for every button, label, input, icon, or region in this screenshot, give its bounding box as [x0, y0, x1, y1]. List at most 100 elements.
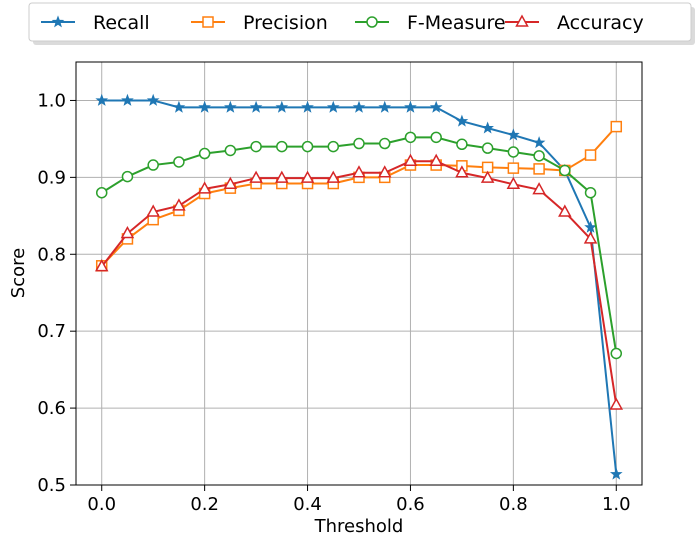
series-line-accuracy — [100, 160, 618, 406]
data-point-f-measure — [147, 159, 159, 171]
data-point-recall — [275, 100, 289, 113]
data-point-f-measure — [533, 150, 545, 162]
data-point-f-measure — [404, 131, 417, 144]
data-point-f-measure — [559, 164, 571, 177]
legend-label: F-Measure — [407, 12, 506, 34]
y-axis-label: Score — [8, 248, 29, 298]
y-axis-ticks: 0.5 0.6 0.7 0.8 0.9 1.0 — [37, 90, 76, 496]
y-tick-label: 1.0 — [37, 90, 66, 111]
y-tick-label: 0.9 — [37, 167, 66, 188]
y-tick-label: 0.8 — [37, 244, 66, 265]
data-point-f-measure — [481, 142, 494, 154]
plot-frame — [75, 61, 643, 486]
data-point-accuracy — [558, 204, 572, 217]
data-point-f-measure — [507, 146, 520, 158]
data-point-f-measure — [95, 186, 108, 199]
data-point-precision — [507, 162, 520, 174]
data-point-accuracy — [506, 176, 521, 190]
data-point-f-measure — [173, 156, 185, 168]
data-point-recall — [481, 121, 494, 134]
legend-label: Precision — [243, 12, 328, 34]
data-point-accuracy — [275, 170, 289, 183]
x-tick-label: 0.0 — [87, 494, 116, 515]
data-point-accuracy — [455, 165, 469, 178]
data-point-accuracy — [480, 170, 495, 183]
data-point-recall — [326, 100, 340, 113]
data-point-recall — [198, 100, 211, 113]
x-axis-ticks: 0.0 0.2 0.4 0.6 0.8 1.0 — [87, 485, 631, 515]
data-point-f-measure — [224, 144, 237, 157]
data-point-f-measure — [610, 347, 623, 360]
data-point-recall — [507, 128, 520, 141]
data-point-accuracy — [120, 225, 135, 239]
x-axis-label: Threshold — [314, 516, 404, 537]
legend-marker-star — [51, 15, 65, 28]
x-tick-label: 0.6 — [396, 494, 425, 515]
legend: Recall Precision F-Measure Accuracy — [28, 2, 695, 45]
data-point-precision — [533, 163, 545, 175]
data-point-recall — [378, 100, 392, 113]
data-point-f-measure — [378, 137, 391, 150]
legend-item-accuracy: Accuracy — [505, 12, 644, 34]
data-point-recall — [249, 100, 263, 113]
x-tick-label: 1.0 — [602, 494, 631, 515]
data-point-f-measure — [121, 170, 134, 183]
data-point-recall — [455, 114, 469, 127]
data-point-f-measure — [353, 137, 365, 150]
grid — [76, 62, 642, 486]
y-tick-label: 0.7 — [37, 321, 66, 342]
plot-area: 0.0 0.2 0.4 0.6 0.8 1.0 0.5 0.6 0.7 0.8 0.9 1.0 Th… — [8, 61, 643, 537]
data-point-recall — [429, 100, 443, 113]
data-point-accuracy — [352, 165, 366, 178]
data-point-accuracy — [377, 165, 392, 178]
data-point-accuracy — [326, 170, 341, 183]
data-point-recall — [121, 93, 134, 106]
y-tick-label: 0.6 — [37, 398, 66, 419]
data-point-accuracy — [583, 231, 598, 244]
data-point-f-measure — [584, 186, 597, 199]
data-point-f-measure — [430, 131, 442, 144]
x-tick-label: 0.8 — [499, 494, 528, 515]
data-point-recall — [146, 93, 160, 106]
series-recall — [95, 93, 623, 480]
legend-label: Recall — [93, 12, 150, 34]
data-point-recall — [172, 100, 186, 113]
legend-marker-circle — [366, 16, 378, 28]
series-f-measure — [95, 131, 623, 360]
data-point-accuracy — [94, 259, 109, 272]
data-point-accuracy — [429, 153, 443, 166]
series-accuracy — [94, 153, 624, 410]
data-point-accuracy — [249, 170, 263, 183]
data-point-recall — [609, 467, 623, 480]
data-point-recall — [532, 136, 546, 149]
data-point-recall — [224, 100, 237, 113]
legend-marker-triangle — [515, 14, 529, 27]
data-point-recall — [584, 220, 597, 233]
legend-label: Accuracy — [557, 12, 644, 34]
data-point-accuracy — [532, 182, 546, 195]
y-tick-label: 0.5 — [37, 475, 66, 496]
data-point-accuracy — [609, 397, 624, 410]
data-point-recall — [404, 100, 417, 113]
data-point-accuracy — [172, 198, 186, 211]
data-point-accuracy — [223, 176, 238, 190]
data-point-f-measure — [198, 147, 211, 160]
data-point-f-measure — [327, 140, 340, 153]
data-point-accuracy — [300, 170, 315, 183]
legend-item-recall: Recall — [41, 12, 150, 34]
legend-marker-square — [202, 16, 214, 28]
data-point-recall — [352, 100, 366, 113]
data-point-recall — [301, 100, 314, 113]
data-point-accuracy — [146, 204, 160, 217]
legend-item-precision: Precision — [191, 12, 328, 34]
x-tick-label: 0.2 — [190, 494, 219, 515]
data-point-f-measure — [456, 138, 468, 151]
data-point-recall — [95, 93, 109, 106]
data-point-precision — [584, 149, 597, 161]
data-point-precision — [610, 120, 623, 133]
data-point-accuracy — [197, 181, 212, 194]
data-point-f-measure — [301, 140, 314, 153]
legend-item-f-measure: F-Measure — [355, 12, 506, 34]
data-point-f-measure — [250, 140, 262, 153]
